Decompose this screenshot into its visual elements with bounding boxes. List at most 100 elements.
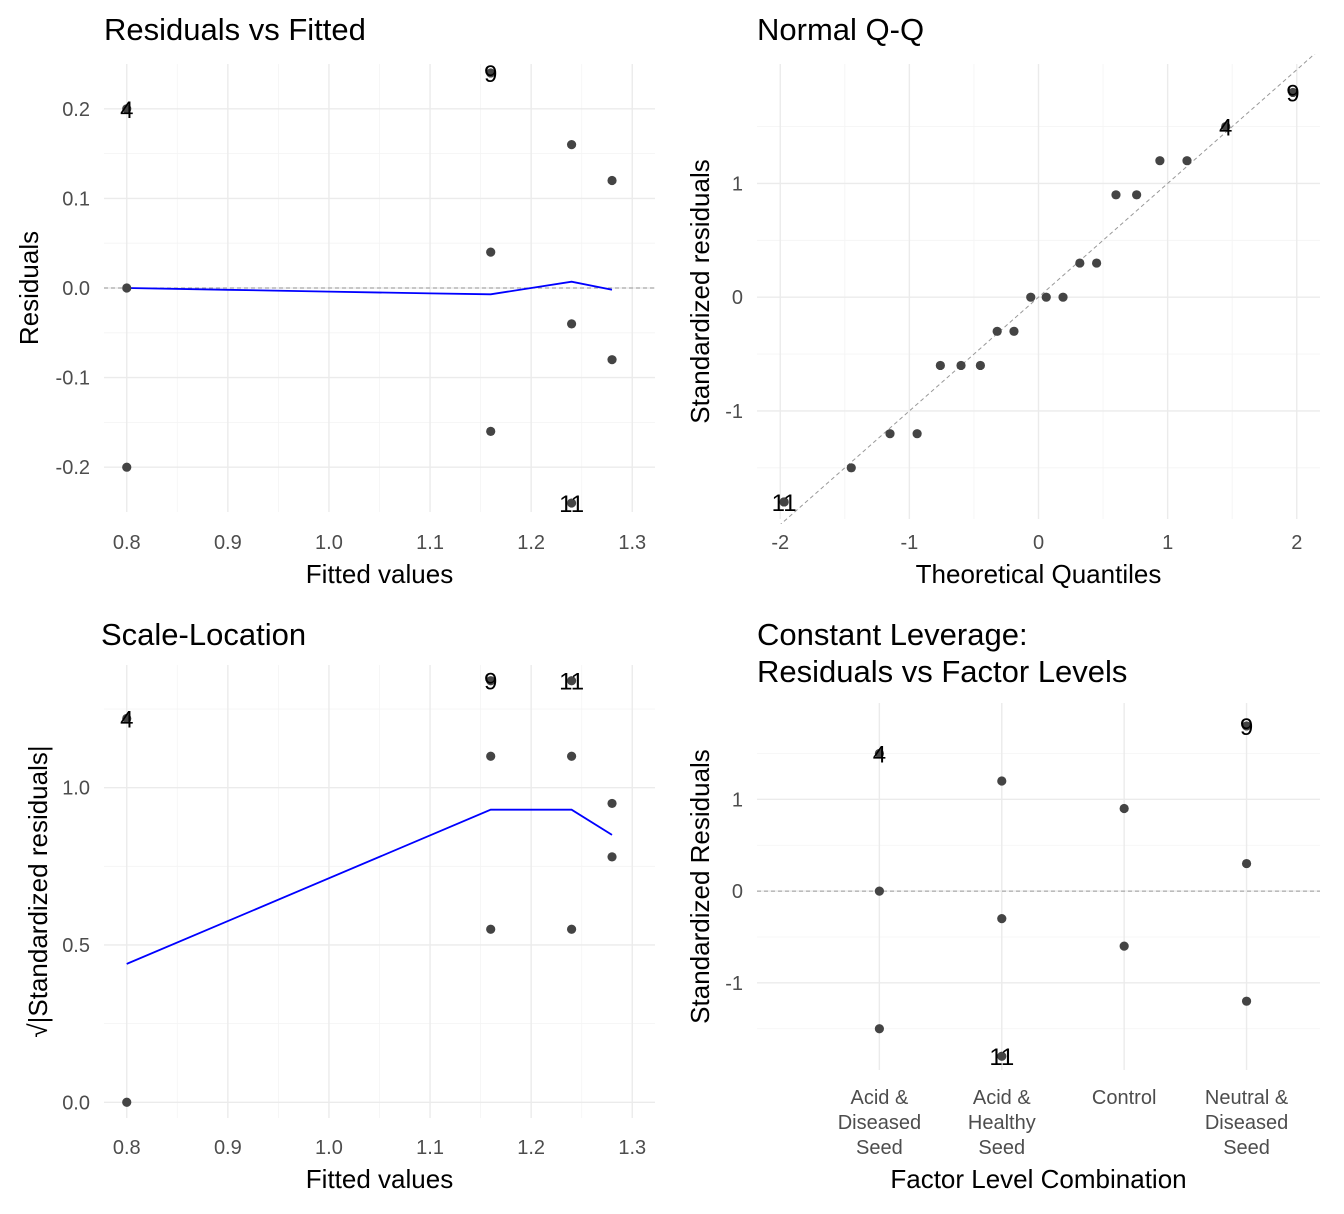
data-point	[566, 140, 577, 150]
data-point	[935, 360, 945, 371]
y-tick-label: 0.5	[62, 935, 90, 957]
data-point	[1182, 156, 1192, 166]
data-point	[885, 429, 895, 439]
x-tick-label: 1.3	[618, 532, 646, 554]
data-point	[1155, 156, 1165, 166]
data-point	[486, 68, 496, 78]
point-label: 9	[484, 669, 497, 696]
panel-title: Scale-Location	[101, 617, 306, 652]
data-point	[122, 1097, 132, 1107]
y-tick-label: -0.2	[56, 457, 90, 479]
x-tick-label: -1	[900, 532, 918, 554]
x-tick-label: Acid & Diseased Seed	[838, 1087, 921, 1159]
data-point	[486, 676, 496, 686]
y-tick-label: 1	[732, 173, 743, 195]
data-point	[846, 463, 856, 473]
point-label: 4	[1219, 115, 1232, 142]
data-point	[1241, 996, 1252, 1006]
point-label: 4	[120, 97, 133, 124]
data-point	[122, 713, 132, 724]
panel-title: Constant Leverage: Residuals vs Factor Le…	[757, 617, 1127, 689]
x-tick-label: 0.8	[113, 1137, 141, 1159]
data-point	[607, 798, 617, 809]
point-label: 4	[120, 706, 133, 733]
data-point	[1241, 858, 1252, 869]
data-point	[566, 924, 577, 934]
y-tick-label: 1.0	[62, 778, 90, 800]
x-axis-title: Factor Level Combination	[890, 1164, 1186, 1194]
data-point	[486, 924, 496, 934]
data-point	[566, 751, 577, 761]
smooth-line	[126, 808, 613, 965]
qq-reference-line	[780, 54, 1316, 524]
data-point	[607, 852, 617, 862]
data-point	[997, 776, 1007, 786]
data-point	[1119, 803, 1129, 814]
data-point	[1132, 190, 1142, 200]
data-point	[1041, 292, 1051, 302]
point-label: 11	[559, 669, 584, 696]
data-point	[566, 498, 577, 508]
point-label: 9	[1286, 80, 1299, 107]
data-point	[874, 1024, 884, 1034]
data-point	[874, 748, 884, 759]
x-tick-label: 1.1	[416, 532, 444, 554]
x-tick-label: 1.0	[315, 1137, 343, 1159]
data-point	[486, 247, 496, 257]
panel-residuals-vs-fitted: 4 9 11 0.8 0.9 1.0 1.1 1.2 1.3 -0.2 -0.1 0.0 0.1 0.2 F…	[14, 12, 655, 589]
y-tick-label: 0	[732, 881, 743, 903]
data-point	[1241, 721, 1252, 731]
y-tick-label: 0.1	[62, 188, 90, 210]
x-axis-title: Fitted values	[306, 1164, 453, 1194]
data-point	[566, 676, 577, 686]
data-point	[956, 360, 966, 371]
y-tick-label: 0.0	[62, 1092, 90, 1114]
y-axis-title: Residuals	[14, 231, 44, 345]
data-point	[1288, 87, 1298, 98]
y-tick-label: -1	[725, 401, 743, 423]
point-label: 11	[989, 1044, 1014, 1071]
data-point	[607, 175, 617, 186]
x-tick-label: Control	[1092, 1087, 1156, 1109]
x-tick-label: Acid & Healthy Seed	[968, 1087, 1036, 1159]
data-point	[1221, 121, 1231, 132]
point-label: 11	[559, 491, 584, 518]
data-point	[1119, 941, 1129, 951]
x-tick-label: 1.2	[517, 1137, 545, 1159]
x-tick-label: Neutral & Diseased Seed	[1205, 1087, 1289, 1159]
x-tick-label: 0.8	[113, 532, 141, 554]
data-point	[122, 462, 132, 472]
data-point	[486, 751, 496, 761]
x-tick-label: 1.2	[517, 532, 545, 554]
x-tick-label: 1	[1162, 532, 1173, 554]
data-point	[1092, 258, 1102, 268]
data-point	[1075, 258, 1085, 268]
x-axis-title: Fitted values	[306, 559, 453, 589]
panel-title: Residuals vs Fitted	[104, 12, 366, 47]
data-point	[975, 360, 985, 371]
data-point	[997, 1051, 1007, 1061]
y-axis-title: √|Standardized residuals|	[23, 745, 53, 1037]
x-tick-label: 1.0	[315, 532, 343, 554]
y-axis-title: Standardized residuals	[685, 159, 715, 424]
y-tick-label: 1	[732, 789, 743, 811]
x-tick-label: 0.9	[214, 1137, 242, 1159]
data-point	[1111, 190, 1121, 200]
y-axis-title: Standardized Residuals	[685, 749, 715, 1024]
point-label: 4	[873, 741, 886, 768]
data-point	[874, 886, 884, 896]
x-tick-label: 1.3	[618, 1137, 646, 1159]
x-tick-label: 2	[1291, 532, 1302, 554]
y-tick-label: 0	[732, 287, 743, 309]
x-tick-label: 0.9	[214, 532, 242, 554]
data-point	[566, 319, 577, 329]
x-tick-label: -2	[771, 532, 789, 554]
smooth-line	[126, 280, 613, 296]
x-tick-label: 0	[1033, 532, 1044, 554]
data-point	[1058, 292, 1068, 302]
data-point	[992, 326, 1002, 336]
y-tick-label: -1	[725, 973, 743, 995]
